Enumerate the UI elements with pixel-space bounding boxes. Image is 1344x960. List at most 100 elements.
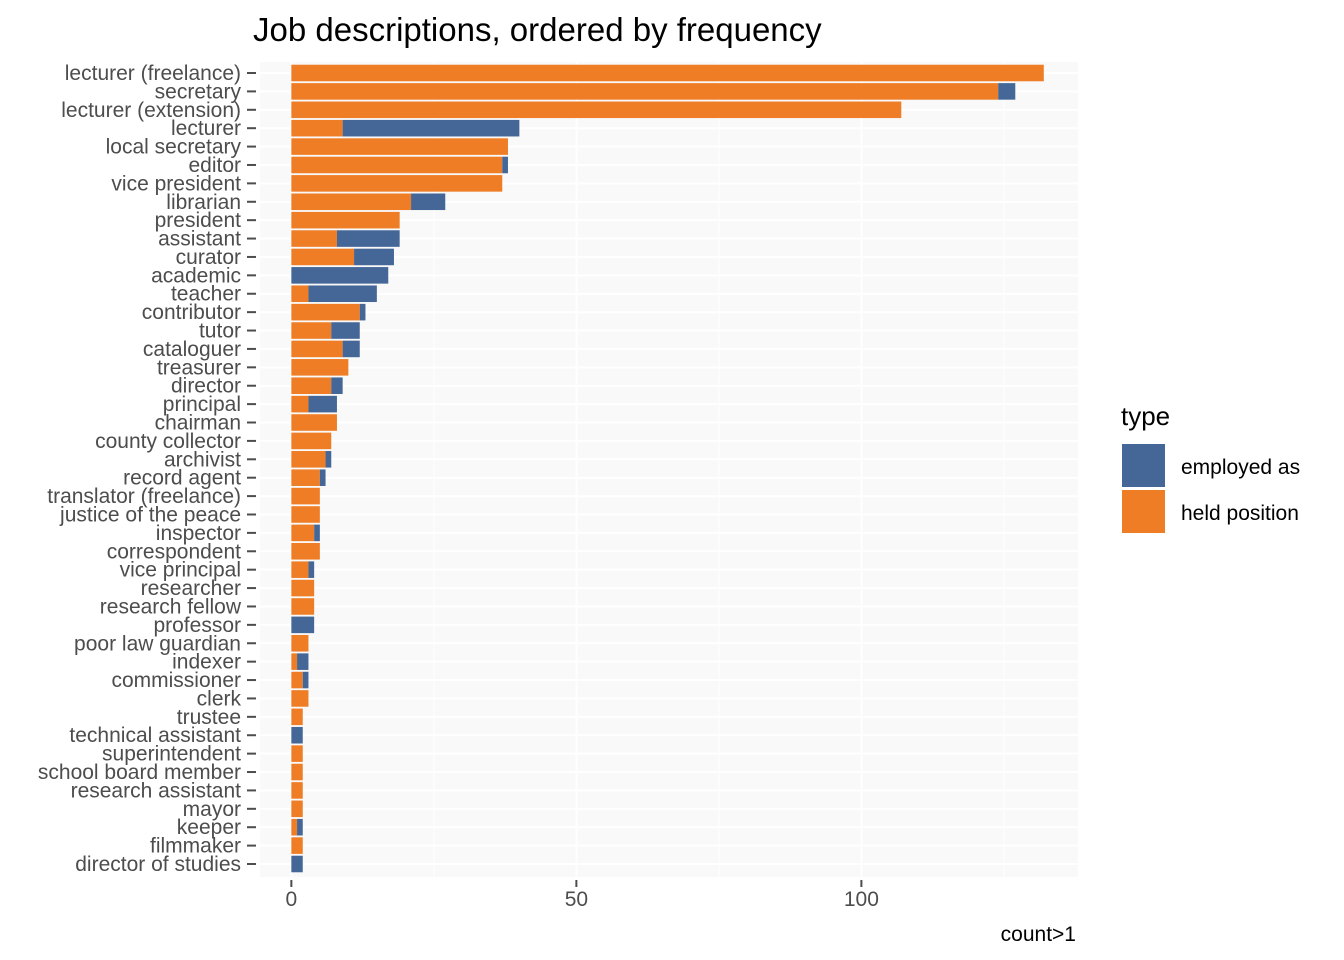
bar-held-position: [291, 230, 337, 247]
y-tick-label: researcher: [141, 577, 241, 600]
bar-held-position: [291, 690, 309, 707]
bar-held-position: [291, 285, 309, 303]
legend-key-held-position: [1122, 490, 1165, 533]
bar-employed-as: [502, 156, 508, 174]
bar-held-position: [291, 671, 303, 689]
bar-held-position: [291, 211, 400, 229]
y-tick-label: treasurer: [157, 356, 241, 379]
bar-held-position: [291, 561, 309, 578]
bar-employed-as: [308, 285, 377, 303]
y-tick-label: school board member: [38, 761, 241, 784]
bar-held-position: [291, 598, 315, 615]
bar-held-position: [291, 101, 902, 119]
bar-held-position: [291, 524, 315, 542]
y-tick-label: technical assistant: [69, 724, 241, 747]
y-tick-label: justice of the peace: [59, 503, 241, 526]
bar-employed-as: [342, 119, 520, 137]
y-tick-label: correspondent: [107, 540, 241, 563]
y-tick-label: principal: [163, 393, 241, 416]
bar-employed-as: [359, 303, 366, 321]
legend-label: held position: [1181, 502, 1299, 525]
bar-employed-as: [308, 395, 337, 413]
bar-held-position: [291, 818, 298, 836]
y-tick-label: keeper: [177, 816, 241, 839]
bar-held-position: [291, 469, 320, 486]
x-tick-label: 50: [565, 888, 588, 911]
bar-held-position: [291, 119, 343, 137]
y-tick-label: vice principal: [120, 559, 241, 582]
y-tick-label: director: [171, 375, 241, 398]
bar-employed-as: [302, 671, 309, 689]
y-tick-label: librarian: [166, 191, 241, 214]
bar-held-position: [291, 395, 309, 413]
bar-held-position: [291, 303, 360, 321]
bar-held-position: [291, 782, 303, 799]
bar-held-position: [291, 800, 303, 818]
bar-held-position: [291, 414, 337, 431]
bars: [291, 64, 1044, 873]
legend-key-employed-as: [1122, 444, 1165, 487]
x-axis-ticks: 0 50 100: [286, 880, 879, 911]
y-tick-label: vice president: [111, 172, 241, 195]
y-tick-label: president: [155, 209, 242, 232]
bar-held-position: [291, 156, 503, 174]
y-tick-label: mayor: [183, 798, 241, 821]
y-tick-label: indexer: [172, 651, 241, 674]
bar-employed-as: [297, 653, 309, 670]
bar-held-position: [291, 579, 315, 597]
bar-held-position: [291, 543, 320, 560]
y-tick-label: assistant: [158, 228, 241, 251]
bar-employed-as: [319, 469, 326, 486]
bar-held-position: [291, 837, 303, 854]
bar-held-position: [291, 432, 332, 450]
bar-held-position: [291, 745, 303, 762]
bar-employed-as: [291, 616, 315, 634]
y-tick-label: chairman: [155, 412, 241, 435]
bar-held-position: [291, 653, 298, 670]
bar-held-position: [291, 248, 355, 266]
bar-held-position: [291, 138, 508, 155]
bar-held-position: [291, 359, 349, 376]
y-tick-label: commissioner: [111, 669, 241, 692]
bar-held-position: [291, 322, 332, 339]
bar-employed-as: [325, 451, 332, 468]
y-tick-label: superintendent: [102, 743, 241, 766]
bar-employed-as: [291, 726, 303, 744]
bar-employed-as: [314, 524, 320, 542]
y-tick-label: curator: [176, 246, 241, 269]
bar-held-position: [291, 175, 503, 192]
y-tick-label: editor: [188, 154, 241, 177]
y-tick-label: record agent: [123, 467, 241, 490]
y-tick-label: tutor: [199, 320, 241, 343]
y-tick-label: contributor: [142, 301, 241, 324]
bar-held-position: [291, 64, 1044, 82]
y-tick-label: research fellow: [100, 595, 242, 618]
chart-title: Job descriptions, ordered by frequency: [253, 11, 822, 48]
y-tick-label: director of studies: [75, 853, 241, 876]
y-tick-label: clerk: [197, 687, 242, 710]
x-tick-label: 0: [286, 888, 298, 911]
y-tick-label: county collector: [95, 430, 241, 453]
y-tick-label: professor: [153, 614, 241, 637]
bar-employed-as: [291, 267, 389, 284]
bar-held-position: [291, 193, 412, 211]
y-tick-label: academic: [151, 264, 241, 287]
bar-held-position: [291, 83, 999, 100]
bar-employed-as: [336, 230, 400, 247]
bar-held-position: [291, 451, 326, 468]
bar-held-position: [291, 487, 320, 505]
bar-employed-as: [331, 377, 343, 394]
y-tick-label: poor law guardian: [74, 632, 241, 655]
bar-held-position: [291, 708, 303, 726]
bar-employed-as: [291, 855, 303, 873]
legend-title: type: [1121, 401, 1170, 431]
y-tick-label: cataloguer: [143, 338, 241, 361]
bar-employed-as: [331, 322, 360, 339]
y-tick-label: lecturer (freelance): [65, 62, 241, 85]
bar-held-position: [291, 763, 303, 781]
bar-employed-as: [998, 83, 1016, 100]
bar-employed-as: [308, 561, 315, 578]
bar-held-position: [291, 634, 309, 652]
